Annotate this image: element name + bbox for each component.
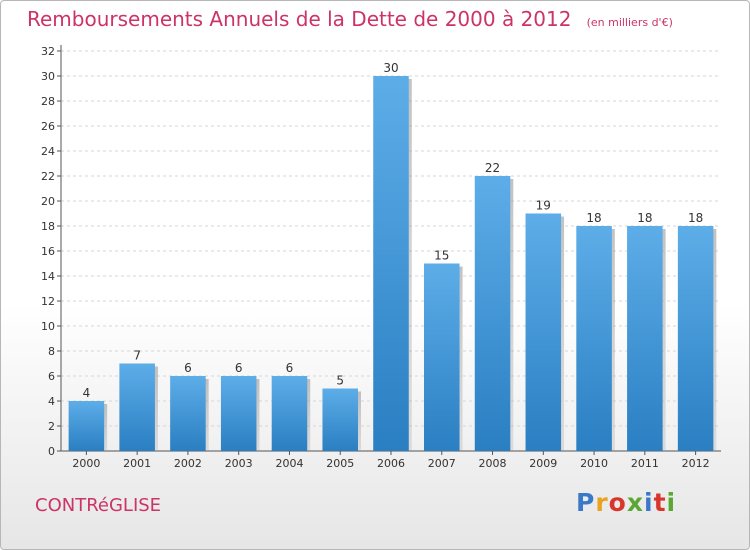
bar <box>68 401 105 451</box>
y-tick-label: 2 <box>48 420 55 433</box>
x-tick-label: 2011 <box>631 457 659 470</box>
data-label: 18 <box>637 211 652 225</box>
logo-letter: r <box>595 488 609 517</box>
y-tick-label: 26 <box>41 120 55 133</box>
y-tick-label: 32 <box>41 45 55 58</box>
data-label: 6 <box>286 361 294 375</box>
bar <box>170 376 206 451</box>
x-tick-label: 2001 <box>123 457 151 470</box>
data-label: 19 <box>536 199 551 213</box>
chart-title: Remboursements Annuels de la Dette de 20… <box>27 7 673 31</box>
data-label: 6 <box>235 361 243 375</box>
chart-title-text: Remboursements Annuels de la Dette de 20… <box>27 7 572 31</box>
bar <box>373 76 409 451</box>
logo-letter: i <box>644 488 654 517</box>
data-label: 15 <box>434 249 449 263</box>
y-tick-label: 6 <box>48 370 55 383</box>
y-tick-label: 20 <box>41 195 55 208</box>
x-tick-label: 2005 <box>326 457 354 470</box>
x-tick-label: 2008 <box>479 457 507 470</box>
y-tick-label: 4 <box>48 395 55 408</box>
bar <box>322 388 358 451</box>
y-tick-label: 28 <box>41 95 55 108</box>
chart-unit-note: (en milliers d'€) <box>586 16 673 29</box>
data-label: 7 <box>133 349 141 363</box>
x-tick-label: 2009 <box>529 457 557 470</box>
logo-letter: o <box>608 488 627 517</box>
bar <box>119 363 155 451</box>
x-tick-label: 2007 <box>428 457 456 470</box>
y-tick-label: 10 <box>41 320 55 333</box>
bar <box>271 376 308 451</box>
bar <box>220 376 257 451</box>
y-tick-label: 0 <box>48 445 55 458</box>
logo-letter: i <box>666 488 677 517</box>
proxiti-logo: Proxiti <box>576 488 676 517</box>
data-label: 4 <box>83 386 91 400</box>
y-tick-label: 8 <box>48 345 55 358</box>
y-tick-label: 18 <box>41 220 55 233</box>
x-tick-label: 2003 <box>225 457 253 470</box>
logo-letter: x <box>626 488 644 517</box>
bar <box>677 226 714 451</box>
bar <box>627 226 663 451</box>
bar <box>576 226 612 451</box>
bar <box>474 176 511 451</box>
x-tick-label: 2010 <box>580 457 608 470</box>
x-tick-label: 2002 <box>174 457 202 470</box>
x-tick-label: 2006 <box>377 457 405 470</box>
y-tick-label: 14 <box>41 270 55 283</box>
x-tick-label: 2012 <box>682 457 710 470</box>
x-tick-label: 2000 <box>72 457 100 470</box>
data-label: 22 <box>485 161 500 175</box>
y-tick-label: 12 <box>41 295 55 308</box>
x-tick-label: 2004 <box>275 457 303 470</box>
y-tick-label: 22 <box>41 170 55 183</box>
data-label: 6 <box>184 361 192 375</box>
bar <box>424 263 460 451</box>
y-tick-label: 24 <box>41 145 55 158</box>
y-tick-label: 16 <box>41 245 55 258</box>
commune-name: CONTRéGLISE <box>35 495 162 516</box>
data-label: 18 <box>586 211 601 225</box>
logo-letter: P <box>576 488 596 517</box>
y-tick-label: 30 <box>41 70 55 83</box>
data-label: 18 <box>688 211 703 225</box>
logo-letter: t <box>653 488 667 517</box>
bar <box>525 213 562 451</box>
data-label: 30 <box>383 61 398 75</box>
data-label: 5 <box>336 374 344 388</box>
